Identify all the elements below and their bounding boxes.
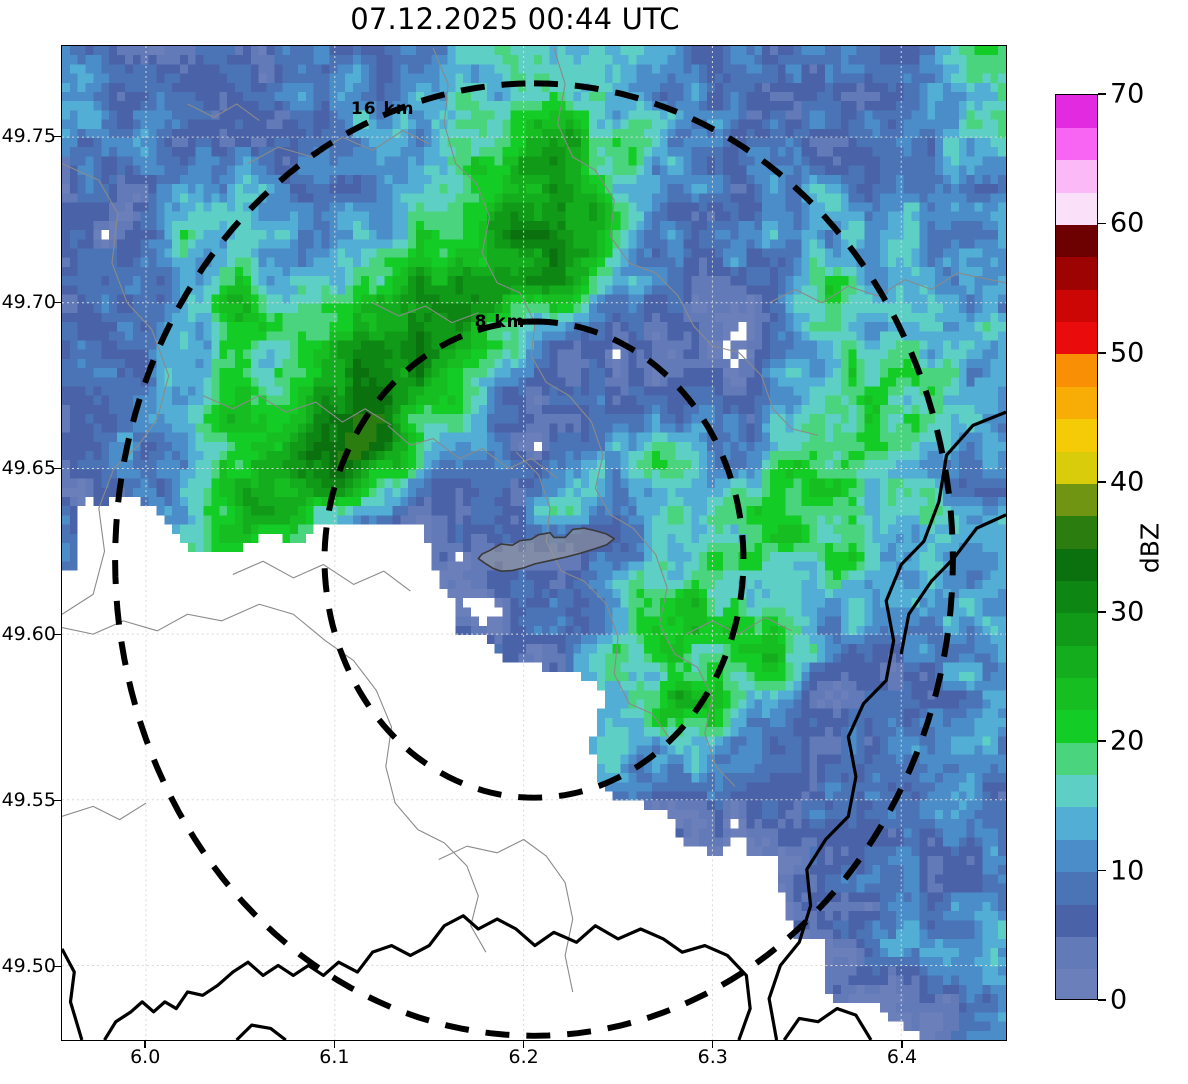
colorbar-gradient bbox=[1055, 94, 1098, 1000]
colorbar-band bbox=[1056, 709, 1097, 743]
colorbar-band bbox=[1056, 515, 1097, 549]
colorbar: 0 10 20 30 40 50 60 70 bbox=[1055, 79, 1144, 1016]
x-axis-tick-mark bbox=[144, 1041, 146, 1048]
colorbar-tick-mark bbox=[1098, 352, 1106, 354]
radar-plot: 16 km 8 km bbox=[61, 45, 1007, 1041]
range-ring-label-8km: 8 km bbox=[474, 311, 526, 332]
y-axis-tick-mark bbox=[54, 633, 61, 635]
range-rings bbox=[112, 80, 956, 1039]
colorbar-tick-mark bbox=[1098, 481, 1106, 484]
colorbar-band bbox=[1056, 353, 1097, 387]
colorbar-band bbox=[1056, 450, 1097, 484]
colorbar-tick-mark bbox=[1098, 999, 1106, 1001]
colorbar-band bbox=[1056, 806, 1097, 840]
x-axis-tick-mark bbox=[901, 1041, 903, 1048]
x-axis-tick-mark bbox=[712, 1041, 714, 1048]
colorbar-band bbox=[1056, 645, 1097, 679]
range-ring-16km bbox=[112, 80, 956, 1039]
colorbar-tick-label: 40 bbox=[1110, 466, 1145, 498]
colorbar-band bbox=[1056, 321, 1097, 355]
colorbar-tick-label: 20 bbox=[1110, 725, 1145, 757]
colorbar-tick-label: 60 bbox=[1110, 207, 1145, 239]
y-axis-tick-label: 49.50 bbox=[1, 955, 56, 978]
colorbar-band bbox=[1056, 159, 1097, 193]
colorbar-tick-mark bbox=[1098, 740, 1106, 742]
x-axis-tick-mark bbox=[522, 1041, 525, 1048]
colorbar-band bbox=[1056, 580, 1097, 614]
x-axis-tick-label: 6.4 bbox=[886, 1046, 918, 1068]
colorbar-band bbox=[1056, 936, 1097, 970]
range-ring-label-16km: 16 km bbox=[350, 99, 415, 120]
colorbar-tick-label: 0 bbox=[1110, 984, 1128, 1016]
colorbar-band bbox=[1056, 127, 1097, 161]
y-axis-tick-label: 49.55 bbox=[1, 789, 56, 812]
y-axis-tick-mark bbox=[54, 301, 61, 303]
y-axis-tick-label: 49.60 bbox=[1, 623, 56, 646]
colorbar-band bbox=[1056, 612, 1097, 646]
grid-lines bbox=[62, 46, 1006, 1040]
y-axis-tick-label: 49.70 bbox=[1, 291, 56, 314]
colorbar-band bbox=[1056, 256, 1097, 290]
geography-overlay bbox=[62, 47, 1006, 1040]
colorbar-tick-mark bbox=[1098, 222, 1106, 225]
colorbar-tick-label: 10 bbox=[1110, 855, 1145, 887]
x-axis-tick-label: 6.3 bbox=[697, 1046, 728, 1068]
range-ring-8km bbox=[321, 318, 747, 801]
colorbar-band bbox=[1056, 418, 1097, 452]
city-boundary-polygon bbox=[477, 527, 616, 572]
colorbar-band bbox=[1056, 483, 1097, 517]
colorbar-band bbox=[1056, 839, 1097, 873]
colorbar-tick-mark bbox=[1098, 93, 1106, 95]
colorbar-band bbox=[1056, 192, 1097, 226]
colorbar-band bbox=[1056, 386, 1097, 420]
colorbar-band bbox=[1056, 871, 1097, 905]
x-axis-tick-label: 6.2 bbox=[508, 1046, 539, 1068]
colorbar-band bbox=[1056, 903, 1097, 937]
colorbar-band bbox=[1056, 289, 1097, 323]
colorbar-band bbox=[1056, 742, 1097, 776]
colorbar-band bbox=[1056, 95, 1097, 128]
colorbar-tick-label: 70 bbox=[1110, 78, 1145, 110]
colorbar-tick-mark bbox=[1098, 610, 1106, 613]
y-axis-tick-mark bbox=[54, 135, 61, 137]
page-title: 07.12.2025 00:44 UTC bbox=[350, 2, 680, 36]
colorbar-tick-label: 30 bbox=[1110, 596, 1145, 628]
colorbar-band bbox=[1056, 774, 1097, 808]
colorbar-band bbox=[1056, 677, 1097, 711]
y-axis-tick-mark bbox=[54, 467, 61, 469]
x-axis-tick-label: 6.0 bbox=[130, 1046, 161, 1068]
colorbar-band bbox=[1056, 968, 1097, 999]
colorbar-band bbox=[1056, 548, 1097, 581]
x-axis-tick-label: 6.1 bbox=[319, 1046, 350, 1068]
colorbar-tick-mark bbox=[1098, 869, 1106, 872]
colorbar-tick-label: 50 bbox=[1110, 337, 1145, 369]
y-axis-tick-label: 49.65 bbox=[1, 457, 56, 480]
colorbar-band bbox=[1056, 224, 1097, 258]
x-axis-tick-mark bbox=[333, 1041, 336, 1048]
y-axis-tick-mark bbox=[54, 965, 61, 967]
y-axis-tick-label: 49.75 bbox=[1, 125, 56, 148]
colorbar-label: dBZ bbox=[1135, 522, 1165, 574]
y-axis-tick-mark bbox=[54, 799, 61, 801]
